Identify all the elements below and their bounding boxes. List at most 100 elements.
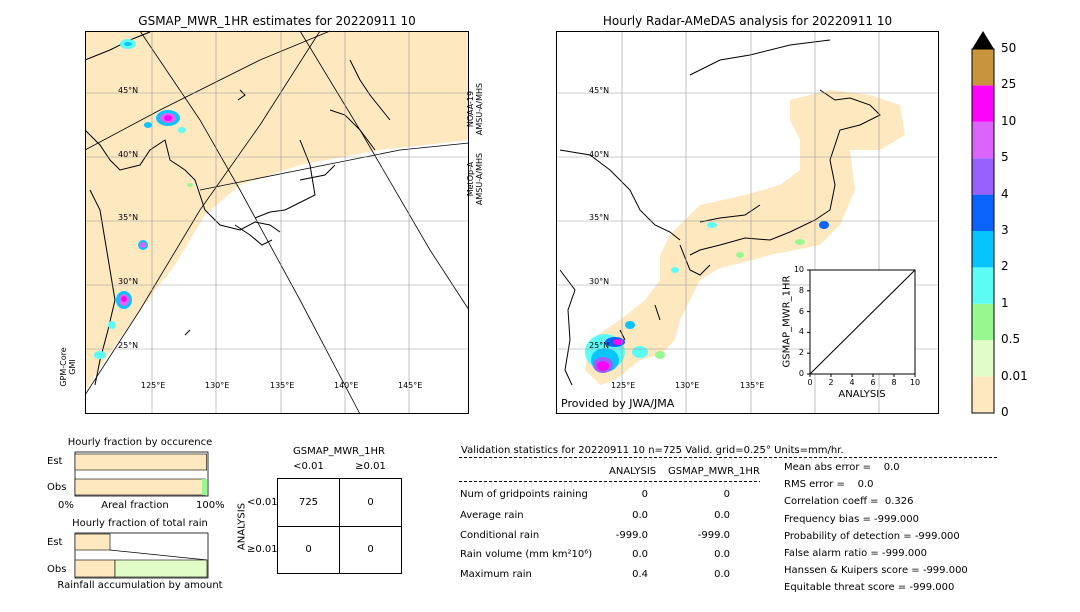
colorbar-label: 0 [1001,405,1009,419]
left-lon-label: 135°E [270,381,295,390]
occurrence-obs-bar [74,478,206,496]
total-rain-obs-rain-bar [114,559,208,578]
left-map-title: GSMAP_MWR_1HR estimates for 20220911 10 [138,14,416,28]
scatter-ytick-label: 10 [793,265,804,274]
contingency-title: GSMAP_MWR_1HR [293,446,385,457]
colorbar-swatch [972,303,994,341]
left-lat-label: 25°N [118,341,139,350]
validation-row-gsmap: 0.0 [714,569,730,580]
validation-row-analysis: -999.0 [615,530,648,541]
contingency-side-label: ANALYSIS [236,502,248,551]
contingency-cell: 0 [305,544,312,555]
occurrence-obs-rain-bar [202,479,207,495]
colorbar-swatch [972,340,994,377]
colorbar-swatch [972,49,994,86]
occurrence-xtick-100: 100% [196,500,225,511]
left-lon-label: 130°E [205,381,230,390]
contingency-col-label: <0.01 [293,461,324,472]
validation-row-analysis: 0.0 [632,510,648,521]
scatter-ytick-label: 4 [798,327,804,337]
validation-row-analysis: 0.4 [632,569,648,580]
validation-score: RMS error = 0.0 [784,479,874,491]
colorbar-label: 2 [1001,259,1009,274]
validation-row-analysis: 0 [641,489,648,500]
validation-score: False alarm ratio = -999.000 [784,548,927,559]
validation-row-label: Average rain [460,510,524,521]
total-rain-obs-bar [74,559,116,578]
left-lon-label: 145°E [398,381,423,390]
left-lat-label: 30°N [118,277,139,286]
colorbar-extend-arrow [972,31,994,49]
satellite-label-metopa: MetOp-A AMSU-A/MHS [466,152,484,206]
total-rain-title: Hourly fraction of total rain [72,518,208,529]
contingency-col-label: ≥0.01 [355,461,386,472]
colorbar-swatch [972,194,994,231]
colorbar-label: 10 [1001,113,1017,128]
total-rain-est-label: Est [47,537,63,548]
colorbar-swatch [972,85,994,122]
satellite-label-gpm: GPM-Core GMI [59,347,77,387]
validation-row-label: Maximum rain [460,569,532,580]
colorbar-label: 25 [1001,77,1017,92]
scatter-diagonal-line [809,269,916,375]
total-rain-xlabel: Rainfall accumulation by amount [57,580,223,591]
colorbar [971,31,995,414]
validation-score: Frequency bias = -999.000 [784,513,919,525]
validation-score: Correlation coeff = 0.326 [784,496,914,508]
colorbar-outline [971,48,995,414]
left-lat-label: 35°N [118,213,139,222]
validation-row-gsmap: -999.0 [697,530,730,541]
validation-header: Validation statistics for 20220911 10 n=… [461,445,844,456]
validation-score: Mean abs error = 0.0 [784,462,900,473]
validation-row-label: Num of gridpoints raining [460,489,588,500]
colorbar-swatch [972,121,994,159]
scatter-xtick-label: 8 [891,378,897,387]
occurrence-est-bar [74,453,207,471]
total-rain-est-bar [74,533,111,551]
colorbar-label: 4 [1001,186,1009,201]
scatter-xtick-label: 0 [807,378,813,387]
colorbar-swatch [972,231,994,268]
left-lat-label: 45°N [118,86,139,95]
right-lat-label: 45°N [589,86,610,95]
scatter-xtick-label: 2 [828,378,834,387]
colorbar-label: 0.01 [1001,368,1028,383]
right-lat-label: 25°N [589,341,610,350]
validation-score: Probability of detection = -999.000 [784,530,960,542]
validation-row-label: Rain volume (mm km²10⁶) [460,549,593,560]
contingency-cell: 0 [367,497,374,508]
occurrence-chart [74,451,209,497]
validation-score: Hanssen & Kuipers score = -999.000 [784,565,968,577]
scatter-ytick-label: 2 [798,348,804,358]
colorbar-label: 0.5 [1001,332,1021,347]
validation-col-gsmap: GSMAP_MWR_1HR [668,466,760,477]
validation-score: Equitable threat score = -999.000 [784,582,955,594]
contingency-row-label: <0.01 [247,497,278,508]
scatter-inset [807,269,916,377]
scatter-xtick-label: 10 [909,378,921,387]
provider-credit: Provided by JWA/JMA [561,397,675,410]
colorbar-label: 50 [1001,41,1017,55]
right-map-title: Hourly Radar-AMeDAS analysis for 2022091… [602,14,893,28]
left-swath-area [85,31,469,390]
colorbar-swatch [972,376,994,413]
right-lon-label: 135°E [740,381,765,390]
left-lat-label: 40°N [118,150,139,159]
colorbar-label: 3 [1001,223,1009,237]
right-lat-label: 35°N [589,213,610,222]
total-rain-obs-label: Obs [47,564,67,575]
left-lon-label: 140°E [334,381,359,390]
validation-row-gsmap: 0.0 [714,549,730,560]
validation-row-label: Conditional rain [460,530,540,541]
colorbar-label: 5 [1001,150,1009,165]
contingency-cell: 725 [298,497,319,508]
total-rain-chart [74,532,209,579]
validation-row-gsmap: 0.0 [714,510,730,521]
occurrence-xtick-0: 0% [58,500,74,511]
contingency-grid [277,478,402,574]
scatter-ytick-label: 8 [798,285,804,295]
contingency-cell: 0 [367,544,374,555]
scatter-ytick-label: 6 [798,306,804,316]
right-lat-label: 30°N [589,277,610,286]
